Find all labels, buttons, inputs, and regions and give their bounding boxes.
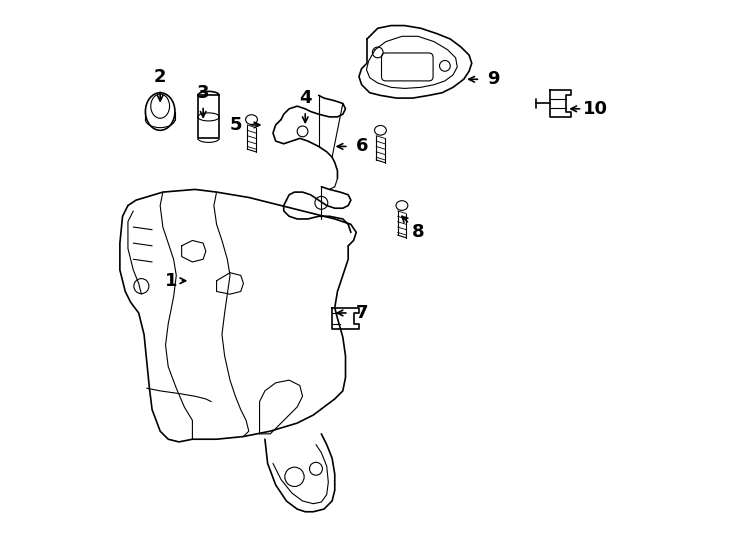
Text: 5: 5 (229, 116, 241, 134)
Text: 3: 3 (197, 84, 209, 102)
Text: 4: 4 (299, 89, 311, 107)
Text: 6: 6 (355, 138, 368, 156)
Text: 8: 8 (412, 224, 424, 241)
Text: 10: 10 (583, 100, 608, 118)
Text: 9: 9 (487, 70, 500, 88)
Text: 1: 1 (164, 272, 177, 290)
Text: 7: 7 (355, 304, 368, 322)
Text: 2: 2 (154, 68, 167, 86)
